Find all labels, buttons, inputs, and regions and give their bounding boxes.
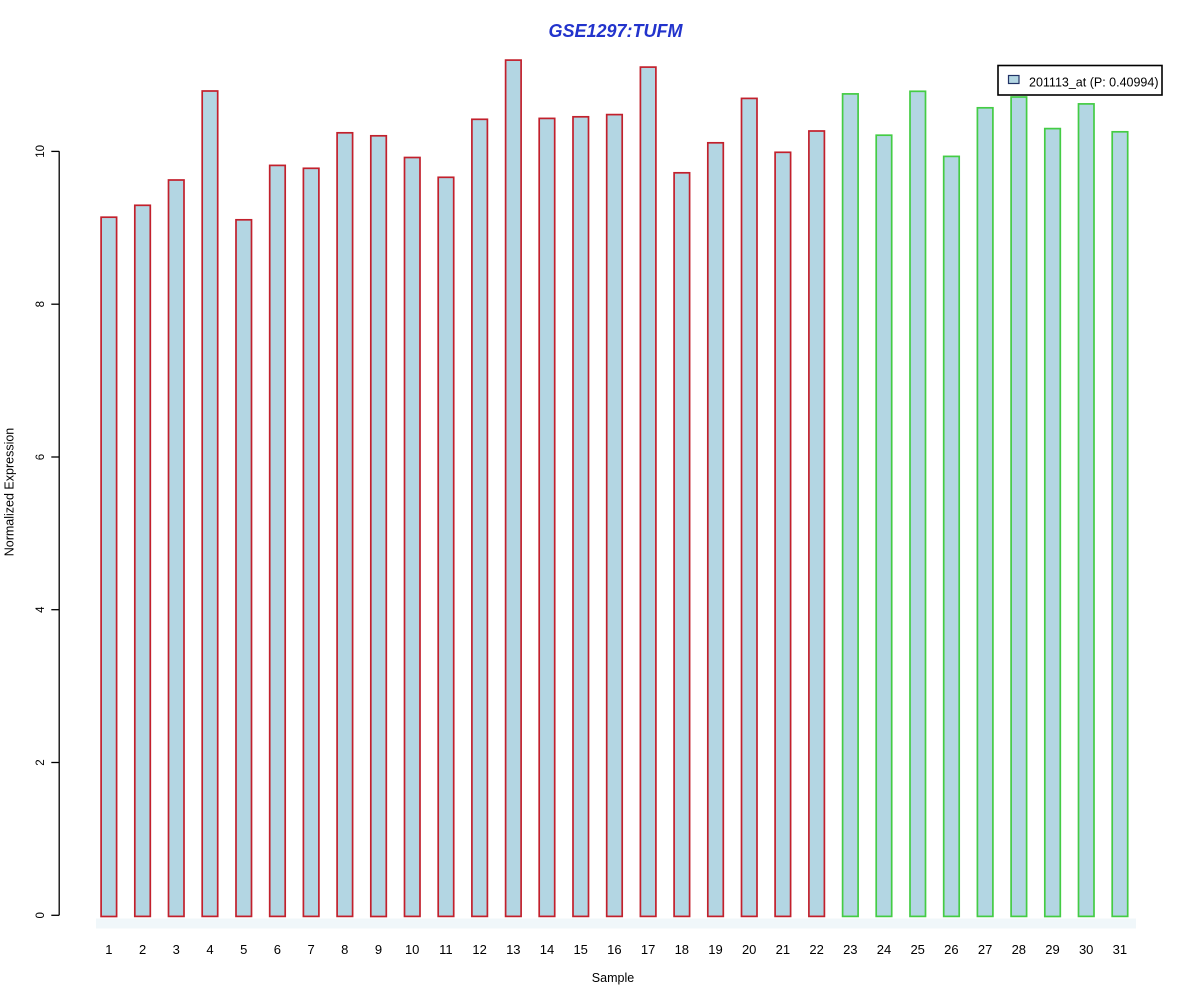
- svg-text:22: 22: [809, 942, 823, 957]
- svg-text:6: 6: [35, 454, 47, 460]
- svg-text:201113_at (P: 0.40994): 201113_at (P: 0.40994): [1029, 76, 1159, 90]
- svg-text:10: 10: [35, 145, 47, 158]
- svg-text:10: 10: [405, 942, 419, 957]
- svg-text:19: 19: [708, 942, 722, 957]
- svg-text:8: 8: [35, 301, 47, 307]
- svg-text:20: 20: [742, 942, 756, 957]
- svg-text:15: 15: [573, 942, 587, 957]
- svg-text:8: 8: [341, 942, 348, 957]
- svg-text:0: 0: [35, 912, 47, 918]
- svg-text:5: 5: [240, 942, 247, 957]
- svg-text:17: 17: [641, 942, 655, 957]
- svg-text:29: 29: [1045, 942, 1059, 957]
- svg-text:11: 11: [439, 942, 453, 957]
- svg-text:23: 23: [843, 942, 857, 957]
- svg-text:18: 18: [675, 942, 689, 957]
- svg-text:6: 6: [274, 942, 281, 957]
- svg-text:27: 27: [978, 942, 992, 957]
- svg-text:31: 31: [1113, 942, 1127, 957]
- svg-text:30: 30: [1079, 942, 1093, 957]
- svg-text:26: 26: [944, 942, 958, 957]
- svg-text:2: 2: [35, 759, 47, 765]
- svg-text:3: 3: [173, 942, 180, 957]
- svg-text:21: 21: [776, 942, 790, 957]
- svg-text:9: 9: [375, 942, 382, 957]
- svg-text:12: 12: [472, 942, 486, 957]
- svg-text:7: 7: [307, 942, 314, 957]
- svg-text:2: 2: [139, 942, 146, 957]
- svg-text:4: 4: [206, 942, 213, 957]
- svg-text:4: 4: [35, 606, 47, 613]
- svg-text:25: 25: [910, 942, 924, 957]
- svg-text:16: 16: [607, 942, 621, 957]
- svg-text:Normalized Expression: Normalized Expression: [3, 428, 17, 557]
- svg-text:GSE1297:TUFM: GSE1297:TUFM: [548, 21, 683, 41]
- svg-text:13: 13: [506, 942, 520, 957]
- svg-text:14: 14: [540, 942, 554, 957]
- svg-text:1: 1: [105, 942, 112, 957]
- svg-text:28: 28: [1012, 942, 1026, 957]
- svg-text:24: 24: [877, 942, 891, 957]
- svg-text:Sample: Sample: [592, 971, 634, 985]
